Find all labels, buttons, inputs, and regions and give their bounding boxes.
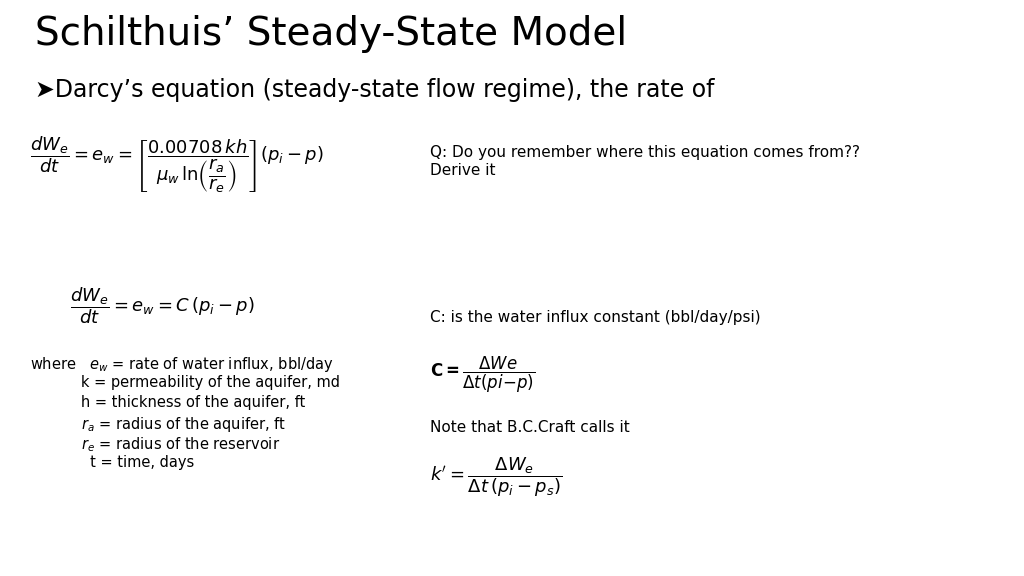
Text: ➤Darcy’s equation (steady-state flow regime), the rate of: ➤Darcy’s equation (steady-state flow reg…: [35, 78, 715, 102]
Text: Derive it: Derive it: [430, 163, 496, 178]
Text: where   $e_w$ = rate of water influx, bbl/day: where $e_w$ = rate of water influx, bbl/…: [30, 355, 334, 374]
Text: Q: Do you remember where this equation comes from??: Q: Do you remember where this equation c…: [430, 145, 860, 160]
Text: C: is the water influx constant (bbl/day/psi): C: is the water influx constant (bbl/day…: [430, 310, 761, 325]
Text: $k' = \dfrac{\Delta W_e}{\Delta t\,(p_i - p_s)}$: $k' = \dfrac{\Delta W_e}{\Delta t\,(p_i …: [430, 455, 562, 499]
Text: $\mathbf{C=}\dfrac{\Delta We}{\Delta t(pi{-}p)}$: $\mathbf{C=}\dfrac{\Delta We}{\Delta t(p…: [430, 355, 536, 395]
Text: $r_e$ = radius of the reservoir: $r_e$ = radius of the reservoir: [30, 435, 281, 454]
Text: $r_a$ = radius of the aquifer, ft: $r_a$ = radius of the aquifer, ft: [30, 415, 287, 434]
Text: Schilthuis’ Steady-State Model: Schilthuis’ Steady-State Model: [35, 15, 627, 53]
Text: k = permeability of the aquifer, md: k = permeability of the aquifer, md: [30, 375, 340, 390]
Text: h = thickness of the aquifer, ft: h = thickness of the aquifer, ft: [30, 395, 305, 410]
Text: Note that B.C.Craft calls it: Note that B.C.Craft calls it: [430, 420, 630, 435]
Text: $\dfrac{dW_e}{dt} = e_w = C\,(p_i - p)$: $\dfrac{dW_e}{dt} = e_w = C\,(p_i - p)$: [70, 285, 255, 325]
Text: $\dfrac{dW_e}{dt} = e_w = \left[\dfrac{0.00708\,kh}{\mu_w\,\ln\!\left(\dfrac{r_a: $\dfrac{dW_e}{dt} = e_w = \left[\dfrac{0…: [30, 135, 324, 195]
Text: t = time, days: t = time, days: [30, 455, 195, 470]
